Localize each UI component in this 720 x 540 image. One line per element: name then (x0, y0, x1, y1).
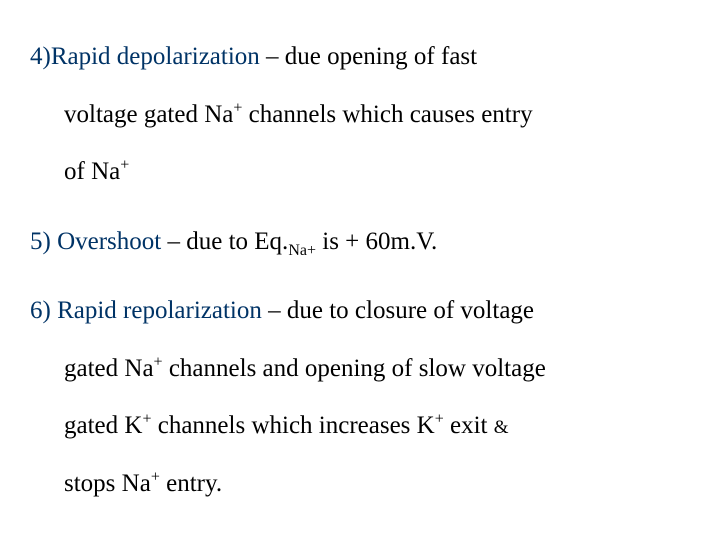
item6-rest1: – due to closure of voltage (268, 297, 534, 324)
item6-amp: & (494, 417, 509, 438)
item6-l3b: channels which increases K (151, 412, 434, 439)
item6-l4sup: + (151, 468, 160, 485)
item6-l4b: entry. (160, 470, 222, 497)
item4-l2b: channels which causes entry (242, 101, 532, 128)
item4-l3a: of Na (64, 158, 120, 185)
item6-line4: stops Na+ entry. (30, 455, 690, 513)
item6-line3: gated K+ channels which increases K+ exi… (30, 397, 690, 455)
item4-l2a: voltage gated Na (64, 101, 233, 128)
list-item-4: 4)Rapid depolarization – due opening of … (30, 28, 690, 201)
item4-rest1: – due opening of fast (266, 43, 477, 70)
item5-sub: Na+ (288, 242, 316, 259)
item6-lead: 6) Rapid repolarization (30, 297, 268, 324)
item5-rest-a: – due to Eq. (167, 228, 288, 255)
item6-line1: 6) Rapid repolarization – due to closure… (30, 282, 690, 340)
item4-line2: voltage gated Na+ channels which causes … (30, 86, 690, 144)
item6-l4a: stops Na (64, 470, 151, 497)
item6-l2sup: + (154, 353, 163, 370)
item6-l2a: gated Na (64, 355, 154, 382)
item5-rest-b: is + 60m.V. (316, 228, 437, 255)
item6-l3a: gated K (64, 412, 142, 439)
item4-line1: 4)Rapid depolarization – due opening of … (30, 28, 690, 86)
list-item-6: 6) Rapid repolarization – due to closure… (30, 282, 690, 512)
list-item-5: 5) Overshoot – due to Eq.Na+ is + 60m.V. (30, 213, 690, 271)
item5-lead: 5) Overshoot (30, 228, 167, 255)
item6-l2b: channels and opening of slow voltage (163, 355, 546, 382)
item6-l3c: exit (444, 412, 494, 439)
item6-l3sup2: + (435, 411, 444, 428)
item4-lead: 4)Rapid depolarization (30, 43, 266, 70)
slide-content: 4)Rapid depolarization – due opening of … (30, 28, 690, 512)
item4-l3sup: + (120, 157, 129, 174)
item4-line3: of Na+ (30, 143, 690, 201)
item6-line2: gated Na+ channels and opening of slow v… (30, 340, 690, 398)
